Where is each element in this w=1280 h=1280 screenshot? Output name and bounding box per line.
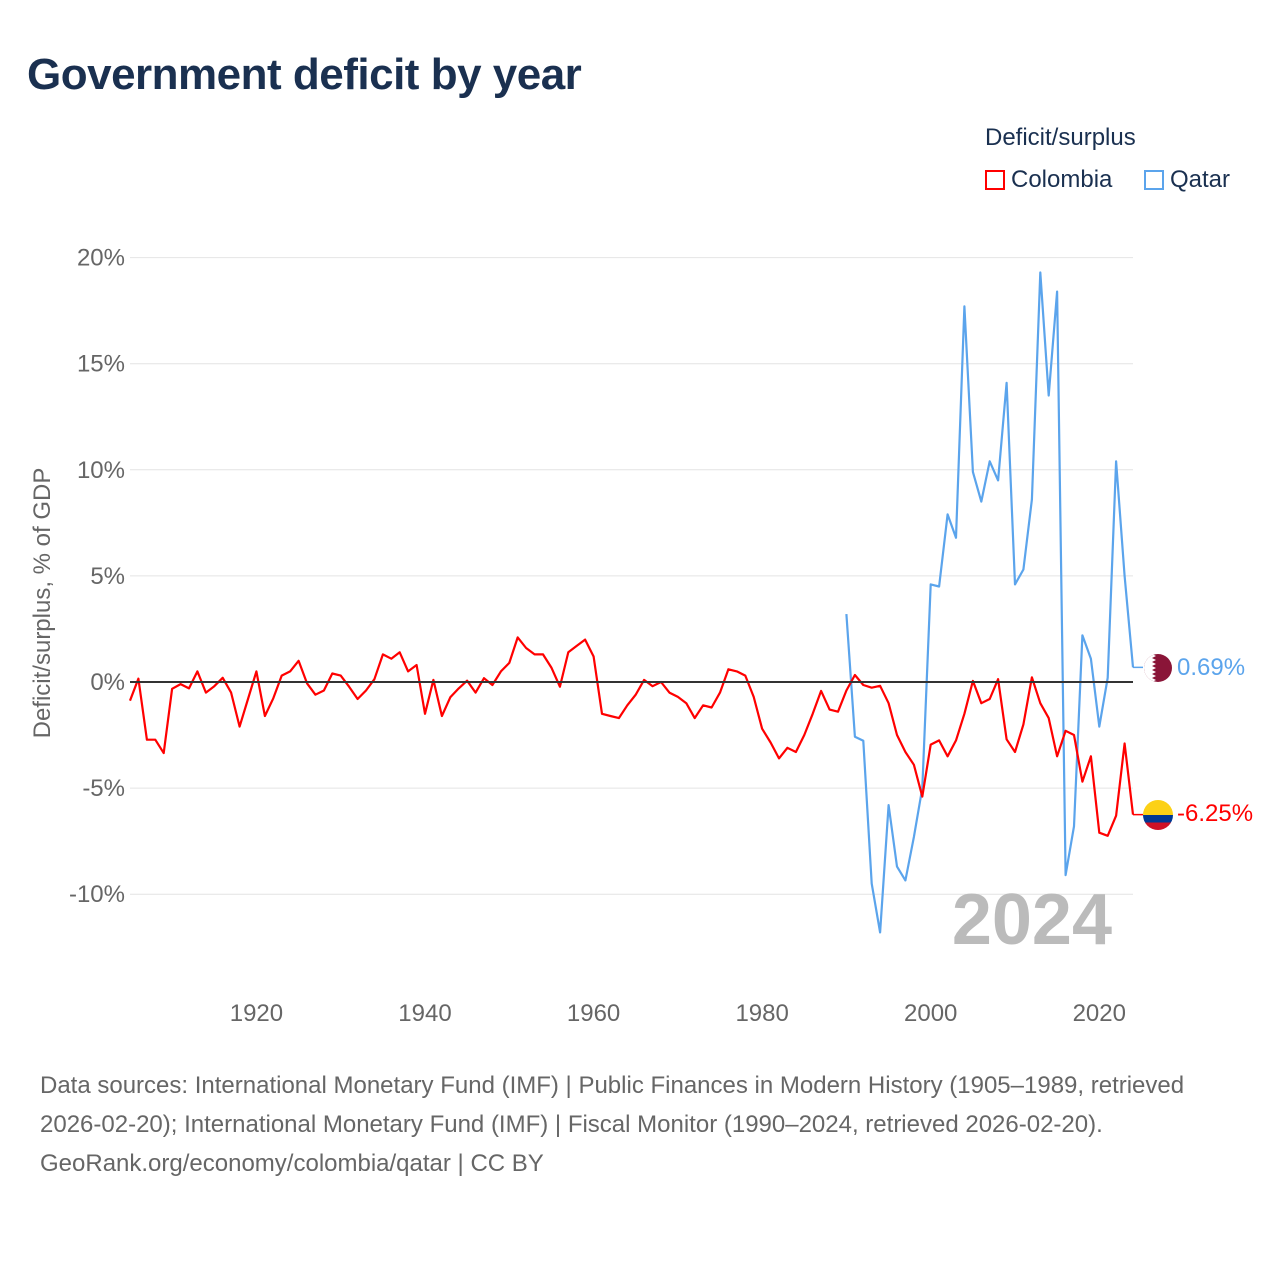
footer: Data sources: International Monetary Fun… bbox=[40, 1066, 1250, 1183]
year-annotation: 2024 bbox=[952, 880, 1112, 960]
legend-item-colombia[interactable]: Colombia bbox=[985, 166, 1112, 194]
y-tick-label: 20% bbox=[77, 245, 125, 272]
data-sources: Data sources: International Monetary Fun… bbox=[40, 1072, 1185, 1138]
series-line-qatar bbox=[845, 271, 1135, 934]
legend-label-colombia: Colombia bbox=[1011, 166, 1113, 193]
legend-item-qatar[interactable]: Qatar bbox=[1144, 166, 1230, 194]
y-tick-label: 10% bbox=[77, 457, 125, 484]
x-tick-label: 1940 bbox=[398, 1000, 451, 1027]
colombia-end-label: -6.25% bbox=[1177, 800, 1253, 827]
x-tick-label: 1960 bbox=[567, 1000, 620, 1027]
x-tick-label: 1980 bbox=[735, 1000, 788, 1027]
chart-title: Government deficit by year bbox=[27, 50, 582, 99]
y-axis-label: Deficit/surplus, % of GDP bbox=[29, 468, 56, 739]
y-tick-label: 15% bbox=[77, 351, 125, 378]
qatar-flag-icon bbox=[1144, 654, 1172, 682]
legend-label-qatar: Qatar bbox=[1170, 166, 1231, 193]
legend-title: Deficit/surplus bbox=[985, 124, 1136, 151]
y-tick-label: 5% bbox=[90, 563, 125, 590]
x-tick-label: 1920 bbox=[230, 1000, 283, 1027]
x-tick-label: 2000 bbox=[904, 1000, 957, 1027]
y-tick-label: 0% bbox=[90, 669, 125, 696]
y-tick-label: -10% bbox=[69, 881, 125, 908]
credit-link[interactable]: GeoRank.org/economy/colombia/qatar | CC … bbox=[40, 1150, 544, 1177]
legend-swatch-qatar bbox=[1144, 170, 1164, 190]
x-tick-label: 2020 bbox=[1073, 1000, 1126, 1027]
legend-swatch-colombia bbox=[985, 170, 1005, 190]
y-tick-label: -5% bbox=[82, 775, 125, 802]
qatar-end-label: 0.69% bbox=[1177, 654, 1245, 681]
series-line-colombia bbox=[128, 636, 1135, 837]
colombia-flag-icon bbox=[1143, 800, 1173, 830]
